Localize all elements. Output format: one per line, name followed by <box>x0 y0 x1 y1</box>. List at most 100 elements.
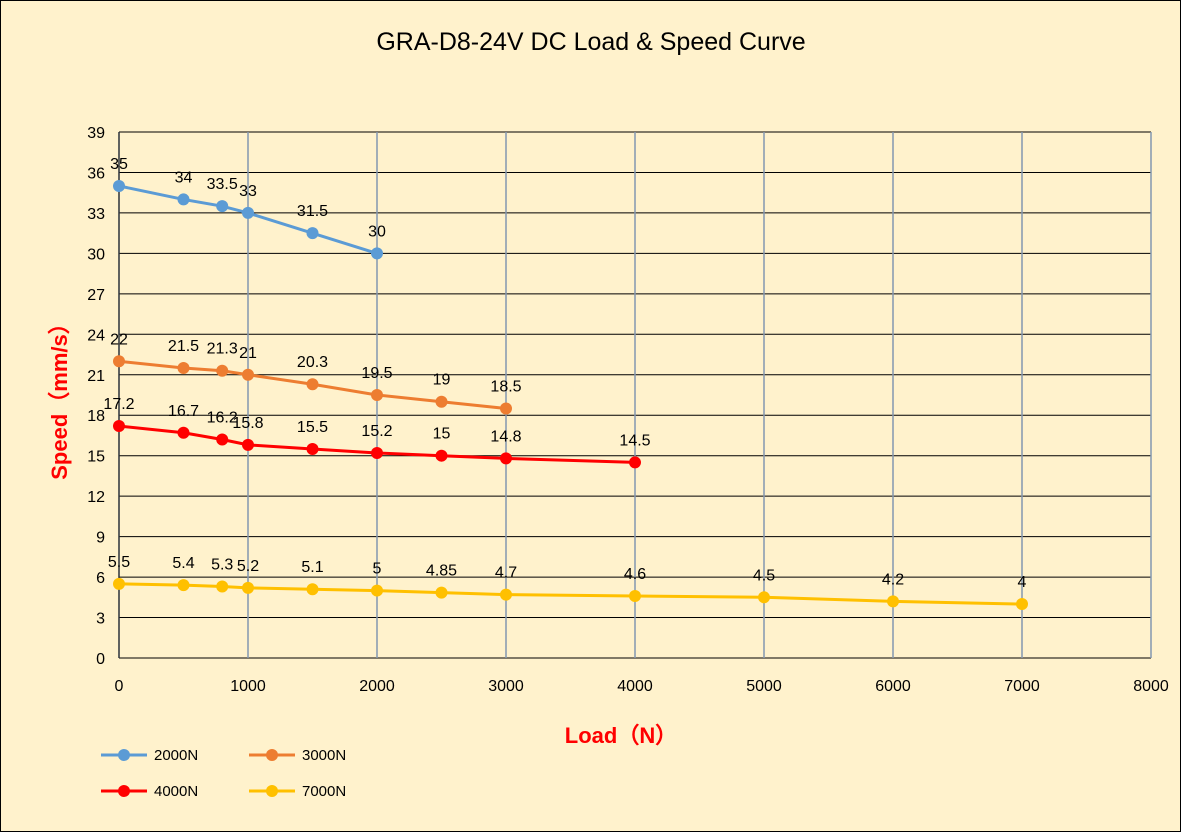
data-label: 15 <box>433 426 451 443</box>
data-label: 5.1 <box>301 559 323 576</box>
data-label: 16.7 <box>168 403 199 420</box>
y-tick-label: 39 <box>87 125 105 142</box>
data-point <box>242 368 254 381</box>
chart-title: GRA-D8-24V DC Load & Speed Curve <box>376 28 805 56</box>
data-label: 5.2 <box>237 558 259 575</box>
y-tick-label: 36 <box>87 165 105 182</box>
legend-label: 7000N <box>302 783 346 800</box>
data-point <box>435 586 448 599</box>
legend-marker <box>118 749 130 761</box>
data-label: 21.5 <box>168 338 199 355</box>
data-label: 19 <box>433 372 451 389</box>
legend-item: 2000N <box>101 747 198 764</box>
data-label: 14.5 <box>619 432 650 449</box>
data-label: 5.5 <box>108 554 130 571</box>
data-point <box>435 449 448 462</box>
data-point <box>177 579 190 592</box>
data-label: 15.2 <box>361 423 392 440</box>
data-point <box>371 584 383 597</box>
y-tick-label: 3 <box>96 611 105 628</box>
x-tick-label: 2000 <box>359 678 395 695</box>
legend-item: 3000N <box>249 747 346 764</box>
y-tick-label: 12 <box>87 489 105 506</box>
data-point <box>113 577 125 590</box>
legend-marker <box>266 749 278 761</box>
y-tick-label: 33 <box>87 206 105 223</box>
data-label: 30 <box>368 223 386 240</box>
data-point <box>216 364 229 377</box>
data-point <box>371 446 383 459</box>
data-label: 4.6 <box>624 566 646 583</box>
data-label: 33.5 <box>207 176 238 193</box>
data-label: 31.5 <box>297 203 328 220</box>
x-tick-label: 7000 <box>1004 678 1040 695</box>
data-point <box>113 179 125 192</box>
data-point <box>242 438 254 451</box>
data-label: 4.7 <box>495 565 517 582</box>
data-point <box>242 206 254 219</box>
data-point <box>435 395 448 408</box>
x-tick-label: 6000 <box>875 678 911 695</box>
y-tick-label: 24 <box>87 327 105 344</box>
data-label: 22 <box>110 331 128 348</box>
data-label: 4.5 <box>753 567 775 584</box>
data-label: 4.85 <box>426 563 457 580</box>
x-tick-label: 1000 <box>230 678 266 695</box>
data-label: 15.5 <box>297 419 328 436</box>
x-tick-label: 8000 <box>1133 678 1169 695</box>
data-point <box>500 452 512 465</box>
data-label: 33 <box>239 183 257 200</box>
data-label: 14.8 <box>490 428 521 445</box>
legend: 2000N 3000N 4000N 7000N <box>101 747 346 800</box>
grid <box>118 131 1152 659</box>
data-point <box>306 442 319 455</box>
data-point <box>306 227 319 240</box>
series-line <box>118 359 507 410</box>
x-tick-label: 0 <box>115 678 124 695</box>
data-label: 16.2 <box>207 410 238 427</box>
legend-marker <box>118 785 130 797</box>
series-7000N <box>113 577 1028 611</box>
legend-item: 4000N <box>101 783 198 800</box>
data-point <box>306 583 319 596</box>
y-tick-label: 18 <box>87 408 105 425</box>
data-point <box>500 588 512 601</box>
legend-label: 4000N <box>154 783 198 800</box>
data-point <box>371 247 383 260</box>
y-tick-label: 0 <box>96 651 105 668</box>
data-point <box>500 402 512 415</box>
x-tick-label: 4000 <box>617 678 653 695</box>
data-point <box>887 595 899 608</box>
data-point <box>216 580 229 593</box>
data-point <box>629 456 641 469</box>
series-3000N <box>113 355 512 415</box>
x-tick-label: 3000 <box>488 678 524 695</box>
data-point <box>1016 598 1028 611</box>
data-point <box>177 193 190 206</box>
data-label: 4 <box>1018 574 1027 591</box>
data-label: 5.4 <box>172 555 194 572</box>
series-2000N <box>113 179 383 260</box>
data-label: 21 <box>239 345 257 362</box>
data-point <box>177 362 190 375</box>
legend-label: 3000N <box>302 747 346 764</box>
y-tick-label: 30 <box>87 246 105 263</box>
data-point <box>177 426 190 439</box>
data-point <box>306 378 319 391</box>
data-label: 21.3 <box>207 341 238 358</box>
y-tick-label: 21 <box>87 368 105 385</box>
x-axis-label: Load（N） <box>565 723 677 748</box>
data-point <box>629 589 641 602</box>
data-label: 19.5 <box>361 365 392 382</box>
data-label: 5.3 <box>211 557 233 574</box>
series-group <box>113 179 1028 611</box>
series-line <box>118 184 378 255</box>
data-point <box>242 581 254 594</box>
data-label: 17.2 <box>103 396 134 413</box>
y-axis-label: Speed（mm/s） <box>47 312 72 480</box>
y-tick-label: 6 <box>96 570 105 587</box>
data-label: 35 <box>110 156 128 173</box>
data-label: 4.2 <box>882 571 904 588</box>
data-point <box>113 355 125 368</box>
